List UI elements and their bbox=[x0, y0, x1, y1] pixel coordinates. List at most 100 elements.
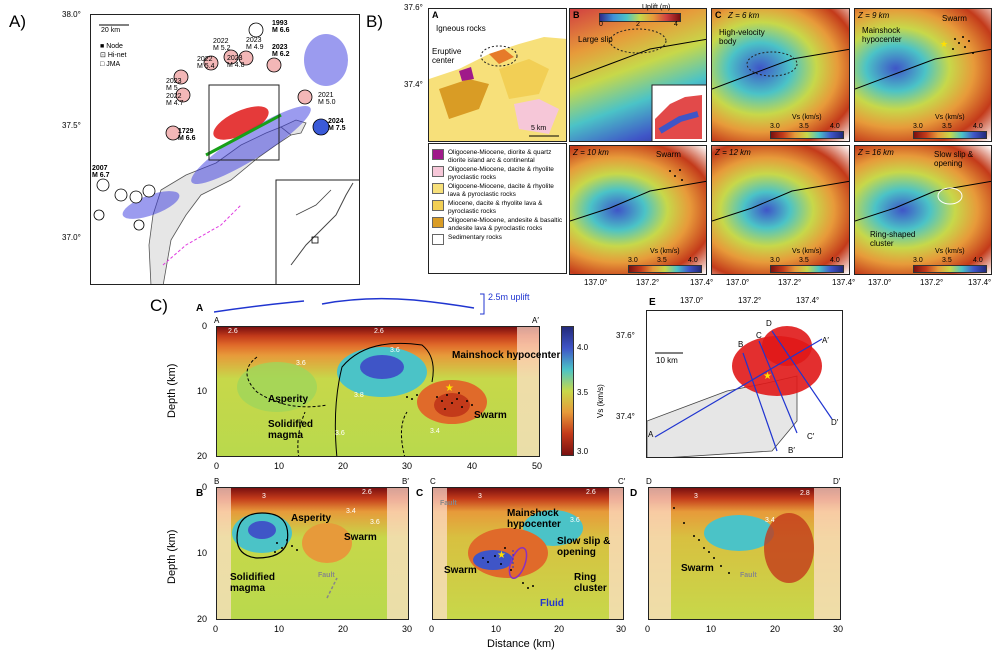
fault-label-b: Fault bbox=[318, 572, 335, 579]
svg-text:★: ★ bbox=[940, 39, 948, 49]
tomo-map-6km bbox=[711, 8, 850, 142]
cross-section-d bbox=[648, 487, 841, 620]
contour-a-2-6-left: 2.6 bbox=[228, 328, 238, 335]
contour-a-3-6-bottom: 3.6 bbox=[335, 430, 345, 437]
b-lon-tick-137-4: 137.4° bbox=[690, 278, 714, 287]
geology-legend: Oligocene-Miocene, diorite & quartz dior… bbox=[428, 143, 567, 274]
event-2022-52: 2022 M 5.2 bbox=[213, 38, 231, 52]
event-2024-75: 2024 M 7.5 bbox=[328, 118, 346, 132]
fault-label-c: Fault bbox=[440, 500, 457, 507]
swatch-diorite bbox=[432, 149, 444, 160]
uplift-tick-4: 4 bbox=[674, 21, 678, 28]
solidified-magma-label-b: Solidified magma bbox=[230, 572, 275, 594]
contour-a-3-6-left: 3.6 bbox=[296, 360, 306, 367]
tomo-map-10km bbox=[569, 145, 707, 275]
b-lat-tick-37-6: 37.6° bbox=[404, 3, 423, 12]
section-a-end: A′ bbox=[532, 316, 539, 325]
tomo-map-9km: ★ bbox=[854, 8, 992, 142]
event-2023-49: 2023 M 4.9 bbox=[246, 37, 264, 51]
ring-cluster-label-c: Ring cluster bbox=[574, 572, 607, 594]
tomo-9km-depth: Z = 9 km bbox=[858, 11, 890, 20]
event-2022-54: 2022 M 5.4 bbox=[197, 56, 215, 70]
asperity-label-a: Asperity bbox=[268, 394, 309, 405]
swarm-label-d: Swarm bbox=[681, 563, 714, 574]
b-lat-tick-37-4: 37.4° bbox=[404, 80, 423, 89]
tomo-map-12km bbox=[711, 145, 850, 275]
section-a-letter: A bbox=[196, 303, 204, 314]
cross-section-a: ★ bbox=[216, 326, 540, 457]
cross-section-c-graphic: ★ bbox=[433, 488, 623, 619]
section-a-start: A bbox=[214, 316, 220, 325]
tomo-6km-graphic bbox=[712, 48, 849, 90]
uplift-profile bbox=[214, 293, 485, 315]
profile-label-a-prime: A′ bbox=[822, 336, 829, 345]
event-2023-62: 2023 M 6.2 bbox=[272, 44, 290, 58]
uplift-tick-2: 2 bbox=[636, 21, 640, 28]
mainshock-hypocenter-label-a: Mainshock hypocenter bbox=[452, 350, 561, 361]
swatch-sedimentary bbox=[432, 234, 444, 245]
slow-slip-label-c: Slow slip & opening bbox=[557, 536, 611, 558]
event-2022-47: 2022 M 4.7 bbox=[166, 93, 184, 107]
uplift-2-5m-label: 2.5m uplift bbox=[488, 292, 530, 302]
tomo-map-16km bbox=[854, 145, 992, 275]
geology-map-frame bbox=[428, 8, 567, 142]
tomo-9km-swarm: Swarm bbox=[942, 14, 967, 23]
igneous-rocks-label: Igneous rocks bbox=[436, 24, 486, 33]
distance-axis-label: Distance (km) bbox=[487, 638, 555, 650]
uplift-colorbar-title: Uplift (m) bbox=[642, 4, 671, 11]
mainshock-hypocenter-label-c: Mainshock hypocenter bbox=[507, 508, 561, 530]
large-slip-label: Large slip bbox=[578, 35, 613, 44]
panel-a-label: A) bbox=[9, 12, 26, 31]
tomo-10km-swarm: Swarm bbox=[656, 150, 681, 159]
contour-a-3-8: 3.8 bbox=[354, 392, 364, 399]
swatch-dacite-pyro bbox=[432, 166, 444, 177]
swarm-label-b: Swarm bbox=[344, 532, 377, 543]
ring-cluster-label: Ring-shaped cluster bbox=[870, 230, 916, 248]
tomo-9km-graphic: ★ bbox=[855, 36, 991, 90]
section-b-letter: B bbox=[196, 488, 204, 499]
cross-section-b bbox=[216, 487, 409, 620]
tomo-c-letter: C bbox=[715, 10, 722, 20]
uplift-map-letter: B bbox=[573, 10, 580, 20]
svg-text:★: ★ bbox=[763, 371, 772, 382]
tomo-10km-depth: Z = 10 km bbox=[573, 148, 609, 157]
profile-label-d: D bbox=[766, 319, 772, 328]
vs-vertical-title: Vs (km/s) bbox=[596, 384, 605, 418]
legend-row-dacite-lava: Oligocene-Miocene, dacite & rhyolite lav… bbox=[432, 183, 563, 198]
section-d-letter: D bbox=[630, 488, 638, 499]
panel-c-label: C) bbox=[150, 296, 168, 315]
vs-title-9km: Vs (km/s) bbox=[935, 114, 965, 121]
section-c-letter: C bbox=[416, 488, 424, 499]
tomo-9km-hypocenter: Mainshock hypocenter bbox=[862, 26, 902, 44]
depth-axis-label-bottom: Depth (km) bbox=[166, 529, 178, 584]
cross-section-c: ★ bbox=[432, 487, 624, 620]
event-2007: 2007 M 6.7 bbox=[92, 165, 110, 179]
vs-title-6km: Vs (km/s) bbox=[792, 114, 822, 121]
tomo-10km-graphic bbox=[570, 169, 706, 222]
solidified-magma-label-a: Solidified magma bbox=[268, 419, 313, 441]
tomo-12km-graphic bbox=[712, 180, 849, 222]
regional-map-graphic bbox=[93, 22, 359, 284]
event-2021-50: 2021 M 5.0 bbox=[318, 92, 336, 106]
tomo-12km-depth: Z = 12 km bbox=[715, 148, 751, 157]
legend-row-diorite: Oligocene-Miocene, diorite & quartz dior… bbox=[432, 149, 563, 164]
swatch-miocene bbox=[432, 200, 444, 211]
vs-vertical-colorbar bbox=[561, 326, 574, 456]
geology-map-graphic bbox=[429, 37, 566, 141]
panel-b-label: B) bbox=[366, 12, 383, 31]
cross-section-a-graphic: ★ bbox=[237, 327, 539, 456]
contour-a-3-4: 3.4 bbox=[430, 428, 440, 435]
profile-label-b-prime: B′ bbox=[788, 446, 795, 455]
map-e-graphic: ★ bbox=[647, 326, 833, 457]
legend-row-miocene: Miocene, dacite & rhyolite lava & pyrocl… bbox=[432, 200, 563, 215]
event-2023-5: 2023 M 5 bbox=[166, 78, 182, 92]
geology-map-letter: A bbox=[432, 10, 439, 20]
tomo-16km-depth: Z = 16 km bbox=[858, 148, 894, 157]
fault-label-d: Fault bbox=[740, 572, 757, 579]
b-lon-tick-137-0: 137.0° bbox=[584, 278, 608, 287]
lat-tick-38: 38.0° bbox=[62, 10, 81, 19]
uplift-tick-0: 0 bbox=[599, 21, 603, 28]
hinet-symbol-icon: ⊡ bbox=[100, 52, 106, 59]
swatch-andesite bbox=[432, 217, 444, 228]
lat-tick-37-5: 37.5° bbox=[62, 121, 81, 130]
